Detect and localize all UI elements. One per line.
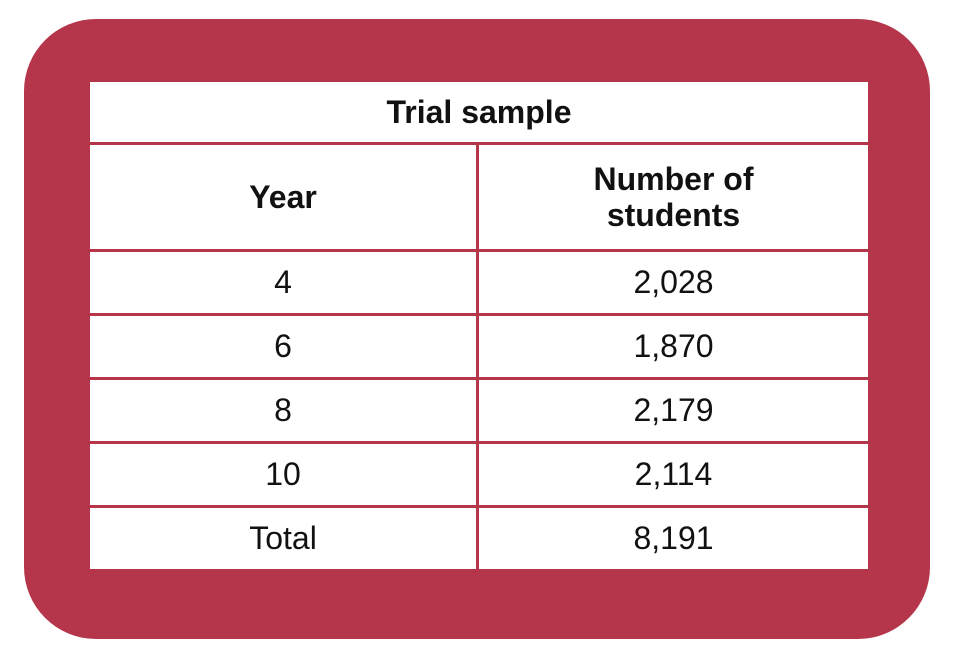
header-students-line1: Number of xyxy=(593,161,754,197)
table-row: 4 2,028 xyxy=(90,252,868,316)
header-students-line2: students xyxy=(606,197,741,233)
cell-students: 2,179 xyxy=(479,380,868,444)
table-row: 6 1,870 xyxy=(90,316,868,380)
header-year: Year xyxy=(90,145,479,252)
table-frame: Trial sample Year Number of students 4 2… xyxy=(24,19,930,639)
table-header-row: Year Number of students xyxy=(90,145,868,252)
trial-sample-table: Trial sample Year Number of students 4 2… xyxy=(90,82,868,569)
cell-students: 1,870 xyxy=(479,316,868,380)
cell-total-label: Total xyxy=(90,508,479,569)
cell-year: 6 xyxy=(90,316,479,380)
cell-year: 10 xyxy=(90,444,479,508)
table-row: 10 2,114 xyxy=(90,444,868,508)
table-row: 8 2,179 xyxy=(90,380,868,444)
header-number-of-students: Number of students xyxy=(479,145,868,252)
table-title: Trial sample xyxy=(90,82,868,145)
table-row-total: Total 8,191 xyxy=(90,508,868,569)
table-title-row: Trial sample xyxy=(90,82,868,145)
cell-year: 8 xyxy=(90,380,479,444)
cell-total-students: 8,191 xyxy=(479,508,868,569)
cell-students: 2,114 xyxy=(479,444,868,508)
cell-students: 2,028 xyxy=(479,252,868,316)
cell-year: 4 xyxy=(90,252,479,316)
